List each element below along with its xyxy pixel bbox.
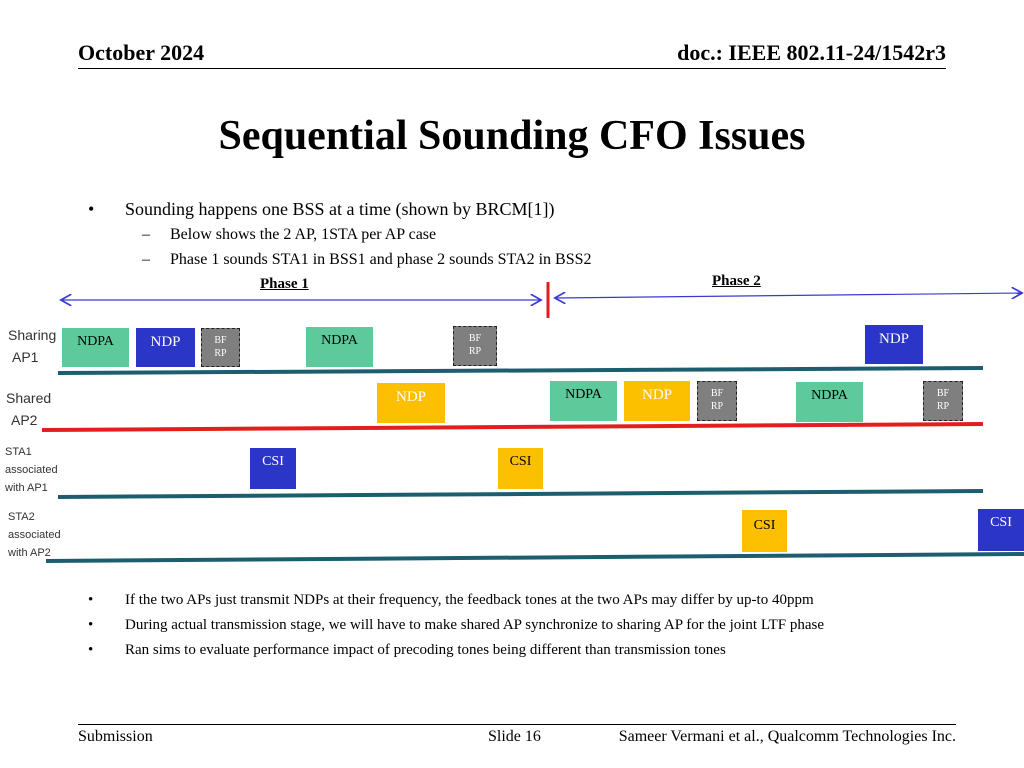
ap2-timeline [41, 422, 984, 432]
bfrp-box: BF RP [697, 381, 737, 421]
sta1-timeline [57, 489, 984, 499]
header-date: October 2024 [78, 40, 205, 65]
lane-label-ap1: Sharing AP1 [8, 327, 57, 365]
bullet-sync: During actual transmission stage, we wil… [125, 617, 825, 633]
ndp-box: NDP [377, 383, 445, 423]
ndp-box: NDP [136, 328, 195, 367]
phase2-label: Phase 2 [712, 273, 761, 289]
header-rule [78, 68, 946, 69]
bullet-marker: • [88, 199, 95, 219]
sub-bullet-marker: – [142, 226, 150, 243]
lane-label-sta2: STA2 associated with AP2 [8, 511, 61, 559]
bfrp-box: BF RP [453, 326, 497, 366]
ndpa-box: NDPA [62, 328, 129, 367]
bullet-feedback-tones: If the two APs just transmit NDPs at the… [125, 592, 814, 608]
csi-box: CSI [742, 510, 787, 552]
bullet-marker: • [88, 617, 94, 633]
sub-bullet-case: Below shows the 2 AP, 1STA per AP case [170, 226, 437, 243]
footer-submission: Submission [78, 728, 153, 745]
bullet-sounding: Sounding happens one BSS at a time (show… [125, 199, 555, 219]
lane-label-ap2: Shared AP2 [6, 390, 52, 428]
footer-rule [78, 724, 956, 725]
bullet-sims: Ran sims to evaluate performance impact … [125, 642, 726, 658]
bfrp-box: BF RP [923, 381, 963, 421]
header-doc-id: doc.: IEEE 802.11-24/1542r3 [677, 40, 946, 65]
sub-bullet-marker: – [142, 251, 150, 268]
csi-box: CSI [978, 509, 1024, 551]
footer-slide-number: Slide 16 [488, 728, 541, 745]
ndpa-box: NDPA [550, 381, 617, 421]
sub-bullet-phases: Phase 1 sounds STA1 in BSS1 and phase 2 … [170, 251, 592, 268]
csi-box: CSI [250, 448, 296, 489]
ndpa-box: NDPA [796, 382, 863, 422]
csi-box: CSI [498, 448, 543, 489]
ap1-timeline [57, 366, 984, 375]
bullet-marker: • [88, 642, 94, 658]
sta2-timeline [45, 552, 1024, 563]
bfrp-box: BF RP [201, 328, 240, 367]
bullet-marker: • [88, 592, 94, 608]
ndp-box: NDP [624, 381, 690, 421]
ndp-box: NDP [865, 325, 923, 364]
ndpa-box: NDPA [306, 327, 373, 367]
footer-authors: Sameer Vermani et al., Qualcomm Technolo… [618, 728, 956, 745]
phase2-arrow [556, 293, 1021, 298]
slide-title: Sequential Sounding CFO Issues [218, 113, 806, 159]
phase1-label: Phase 1 [260, 276, 309, 292]
lane-label-sta1: STA1 associated with AP1 [5, 446, 58, 494]
